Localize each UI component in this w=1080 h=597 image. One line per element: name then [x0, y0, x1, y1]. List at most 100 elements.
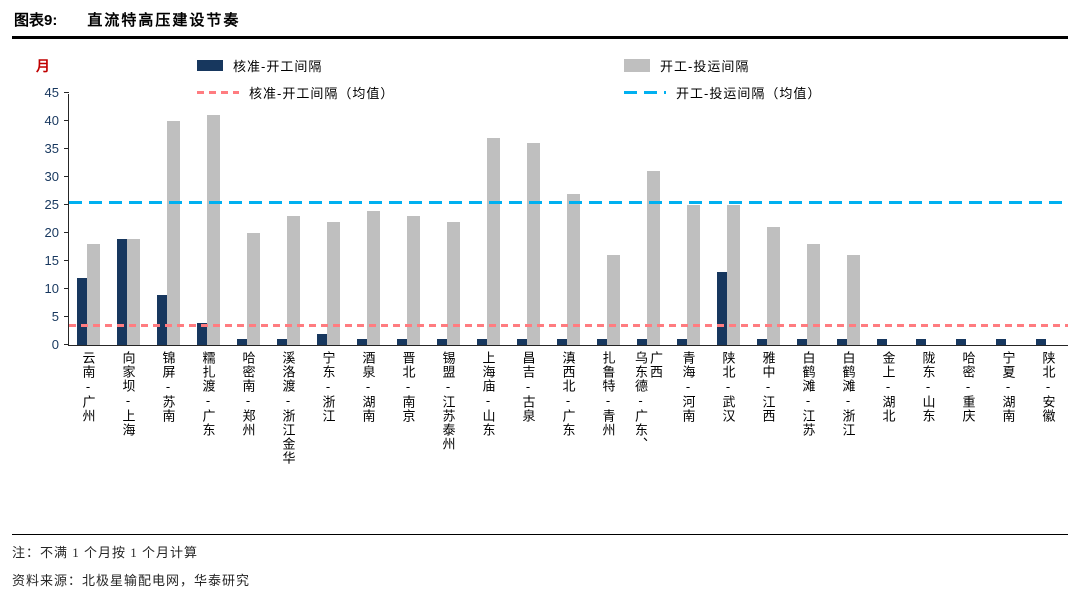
x-tick-label: 向家坝-上海 — [120, 351, 136, 437]
y-tick-mark — [64, 344, 69, 345]
bar-group — [668, 94, 708, 345]
bar-operation-interval — [646, 171, 660, 345]
x-label-cell: 滇西北-广东 — [548, 351, 588, 465]
bar-operation-interval — [407, 216, 421, 345]
footnote: 注：不满 1 个月按 1 个月计算 — [12, 545, 199, 560]
bar-group — [868, 94, 908, 345]
y-tick-label: 25 — [44, 197, 59, 212]
x-label-cell: 云南-广州 — [68, 351, 108, 465]
bar-operation-interval — [127, 238, 141, 345]
bar-approval-interval — [157, 294, 168, 345]
x-tick-label: 雅中-江西 — [760, 351, 776, 423]
x-tick-label: 陕北-安徽 — [1040, 351, 1056, 423]
x-label-cell: 宁夏-湖南 — [988, 351, 1028, 465]
bar-group — [548, 94, 588, 345]
bar-group — [109, 94, 149, 345]
bar-group — [948, 94, 988, 345]
x-tick-label: 云南-广州 — [80, 351, 96, 423]
x-tick-label: 青海-河南 — [680, 351, 696, 423]
approval-mean-dashed-line — [69, 323, 1068, 327]
y-tick-mark — [64, 204, 69, 205]
bar-group — [1028, 94, 1068, 345]
x-label-cell: 溪洛渡-浙江金华 — [268, 351, 308, 465]
bar-approval-interval — [756, 339, 767, 345]
x-label-cell: 宁东-浙江 — [308, 351, 348, 465]
y-tick-label: 30 — [44, 169, 59, 184]
x-label-cell: 白鹤滩-江苏 — [788, 351, 828, 465]
bar-group — [229, 94, 269, 345]
bar-approval-interval — [836, 339, 847, 345]
bar-operation-interval — [87, 244, 101, 345]
bar-operation-interval — [526, 143, 540, 345]
y-tick-mark — [64, 288, 69, 289]
bar-operation-interval — [367, 210, 381, 345]
y-tick-label: 35 — [44, 141, 59, 156]
bar-operation-interval — [327, 221, 341, 345]
x-label-cell: 锦屏-苏南 — [148, 351, 188, 465]
x-label-cell: 糯扎渡-广东 — [188, 351, 228, 465]
bar-approval-interval — [916, 339, 927, 345]
bar-approval-interval — [636, 339, 647, 345]
bar-operation-interval — [247, 233, 261, 345]
bar-approval-interval — [1036, 339, 1047, 345]
x-label-cell: 陕北-安徽 — [1028, 351, 1068, 465]
legend-label: 核准-开工间隔 — [233, 58, 323, 74]
y-tick-label: 5 — [51, 309, 59, 324]
bar-approval-interval — [676, 339, 687, 345]
y-tick-mark — [64, 260, 69, 261]
x-label-cell: 陇东-山东 — [908, 351, 948, 465]
bar-approval-interval — [516, 339, 527, 345]
bar-approval-interval — [596, 339, 607, 345]
y-tick-label: 40 — [44, 113, 59, 128]
x-label-cell: 昌吉-古泉 — [508, 351, 548, 465]
gray-bar-swatch-icon — [624, 58, 650, 72]
bar-group — [309, 94, 349, 345]
legend-label: 核准-开工间隔（均值） — [249, 85, 395, 101]
bar-approval-interval — [996, 339, 1007, 345]
y-tick-label: 0 — [51, 337, 59, 352]
x-axis-labels: 云南-广州 向家坝-上海 锦屏-苏南 糯扎渡-广东 哈密南-郑州 溪洛渡-浙江金华 宁东-浙… — [68, 351, 1068, 465]
y-tick-label: 10 — [44, 281, 59, 296]
x-label-cell: 乌东德-广东、 广西 — [628, 351, 668, 465]
bar-approval-interval — [357, 339, 368, 345]
x-label-cell: 向家坝-上海 — [108, 351, 148, 465]
bar-approval-interval — [437, 339, 448, 345]
bar-operation-interval — [167, 121, 181, 345]
legend-item-operation-mean: 开工-投运间隔（均值） — [624, 84, 821, 101]
y-axis-unit-label: 月 — [36, 58, 50, 74]
x-label-cell: 金上-湖北 — [868, 351, 908, 465]
bar-approval-interval — [317, 333, 328, 345]
bar-operation-interval — [606, 255, 620, 345]
bar-operation-interval — [766, 227, 780, 345]
bar-group — [588, 94, 628, 345]
bar-group — [508, 94, 548, 345]
legend-item-approval-mean: 核准-开工间隔（均值） — [197, 84, 395, 101]
y-tick-label: 15 — [44, 253, 59, 268]
bar-operation-interval — [287, 216, 301, 345]
x-label-cell: 锡盟-江苏泰州 — [428, 351, 468, 465]
bar-group — [908, 94, 948, 345]
x-tick-label: 锦屏-苏南 — [160, 351, 176, 423]
bar-approval-interval — [277, 339, 288, 345]
bar-operation-interval — [806, 244, 820, 345]
bar-approval-interval — [117, 238, 128, 345]
red-dashed-line-swatch-icon — [197, 90, 239, 94]
source-note: 资料来源：北极星输配电网，华泰研究 — [12, 573, 251, 588]
x-label-cell: 白鹤滩-浙江 — [828, 351, 868, 465]
bar-group — [628, 94, 668, 345]
bar-approval-interval — [556, 339, 567, 345]
y-tick-mark — [64, 176, 69, 177]
x-label-cell: 晋北-南京 — [388, 351, 428, 465]
bar-approval-interval — [876, 339, 887, 345]
x-label-cell: 哈密南-郑州 — [228, 351, 268, 465]
bar-operation-interval — [846, 255, 860, 345]
x-label-cell: 上海庙-山东 — [468, 351, 508, 465]
cyan-dashed-line-swatch-icon — [624, 90, 666, 94]
x-tick-label: 哈密-重庆 — [960, 351, 976, 423]
bar-approval-interval — [477, 339, 487, 345]
bar-group — [269, 94, 309, 345]
bar-group — [429, 94, 469, 345]
bar-approval-interval — [77, 277, 88, 345]
bar-approval-interval — [397, 339, 408, 345]
bar-operation-interval — [686, 205, 700, 345]
